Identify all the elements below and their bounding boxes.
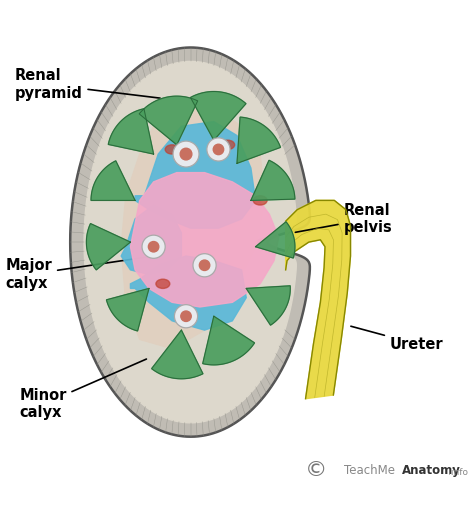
Ellipse shape	[165, 145, 179, 154]
Ellipse shape	[253, 196, 267, 205]
Polygon shape	[286, 200, 350, 399]
Polygon shape	[121, 205, 182, 274]
Polygon shape	[237, 117, 281, 163]
Polygon shape	[246, 286, 290, 325]
Polygon shape	[121, 108, 265, 349]
Circle shape	[174, 305, 198, 328]
Text: Renal
pyramid: Renal pyramid	[15, 69, 160, 101]
Circle shape	[142, 235, 165, 259]
Ellipse shape	[221, 140, 235, 150]
Text: Anatomy: Anatomy	[401, 463, 460, 477]
Polygon shape	[251, 160, 295, 200]
Circle shape	[207, 138, 230, 161]
Polygon shape	[255, 222, 295, 258]
Circle shape	[213, 144, 224, 155]
Text: .info: .info	[448, 468, 468, 477]
Circle shape	[200, 260, 210, 270]
Polygon shape	[86, 224, 130, 270]
Text: ©: ©	[305, 460, 327, 480]
Polygon shape	[203, 316, 255, 365]
Circle shape	[180, 148, 192, 160]
Polygon shape	[152, 330, 203, 379]
Text: Major
calyx: Major calyx	[5, 257, 151, 291]
Polygon shape	[84, 61, 296, 423]
Text: Renal
pelvis: Renal pelvis	[295, 203, 392, 235]
Polygon shape	[130, 173, 279, 307]
Polygon shape	[70, 48, 310, 437]
Polygon shape	[139, 96, 198, 145]
Polygon shape	[91, 161, 135, 200]
Circle shape	[148, 242, 159, 252]
Polygon shape	[135, 122, 255, 228]
Polygon shape	[107, 288, 149, 331]
Text: TeachMe: TeachMe	[344, 463, 394, 477]
Polygon shape	[108, 109, 154, 154]
Circle shape	[173, 141, 199, 167]
Circle shape	[193, 253, 216, 277]
Polygon shape	[130, 256, 246, 330]
Text: Minor
calyx: Minor calyx	[19, 359, 146, 420]
Text: Ureter: Ureter	[351, 326, 444, 352]
Circle shape	[181, 311, 191, 322]
Polygon shape	[191, 92, 246, 140]
Ellipse shape	[156, 279, 170, 288]
